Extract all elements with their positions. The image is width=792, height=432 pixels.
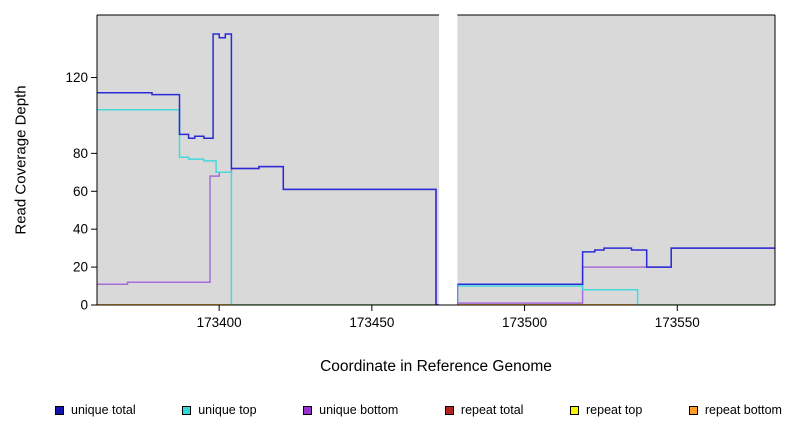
legend-label: unique bottom: [319, 403, 399, 417]
legend-swatch-unique-top: [182, 405, 192, 415]
y-tick-label: 0: [80, 298, 88, 313]
y-axis-title: Read Coverage Depth: [12, 85, 30, 235]
y-tick-label: 40: [73, 222, 88, 237]
legend-item-unique-total: unique total: [55, 403, 136, 417]
x-tick-label: 173400: [197, 315, 242, 330]
series-unique-top: [97, 109, 775, 305]
plot-legend: unique total unique top unique bottom repea…: [55, 398, 782, 422]
series-group: [97, 33, 775, 305]
y-tick-label: 80: [73, 146, 88, 161]
legend-item-repeat-top: repeat top: [570, 403, 642, 417]
x-tick-label: 173500: [502, 315, 547, 330]
x-tick-label: 173450: [349, 315, 394, 330]
x-tick-label: 173550: [655, 315, 700, 330]
legend-item-unique-top: unique top: [182, 403, 257, 417]
legend-item-repeat-total: repeat total: [444, 403, 524, 417]
legend-swatch-repeat-total: [444, 405, 454, 415]
legend-item-repeat-bottom: repeat bottom: [688, 403, 782, 417]
legend-item-unique-bottom: unique bottom: [303, 403, 398, 417]
legend-swatch-unique-bottom: [303, 405, 313, 415]
legend-swatch-repeat-bottom: [688, 405, 698, 415]
legend-label: repeat total: [460, 403, 524, 417]
legend-swatch-unique-total: [55, 405, 64, 415]
series-unique-total: [97, 33, 775, 305]
legend-label: unique top: [198, 403, 257, 417]
legend-swatch-repeat-top: [570, 405, 579, 415]
y-tick-label: 120: [65, 70, 88, 85]
coverage-gap-band: [439, 13, 458, 305]
legend-label: repeat top: [586, 403, 643, 417]
axis-box: [96, 14, 776, 306]
legend-label: unique total: [71, 403, 136, 417]
legend-label: repeat bottom: [704, 403, 782, 417]
y-tick-label: 20: [73, 260, 88, 275]
y-tick-label: 60: [73, 184, 88, 199]
x-axis-title: Coordinate in Reference Genome: [320, 358, 552, 375]
